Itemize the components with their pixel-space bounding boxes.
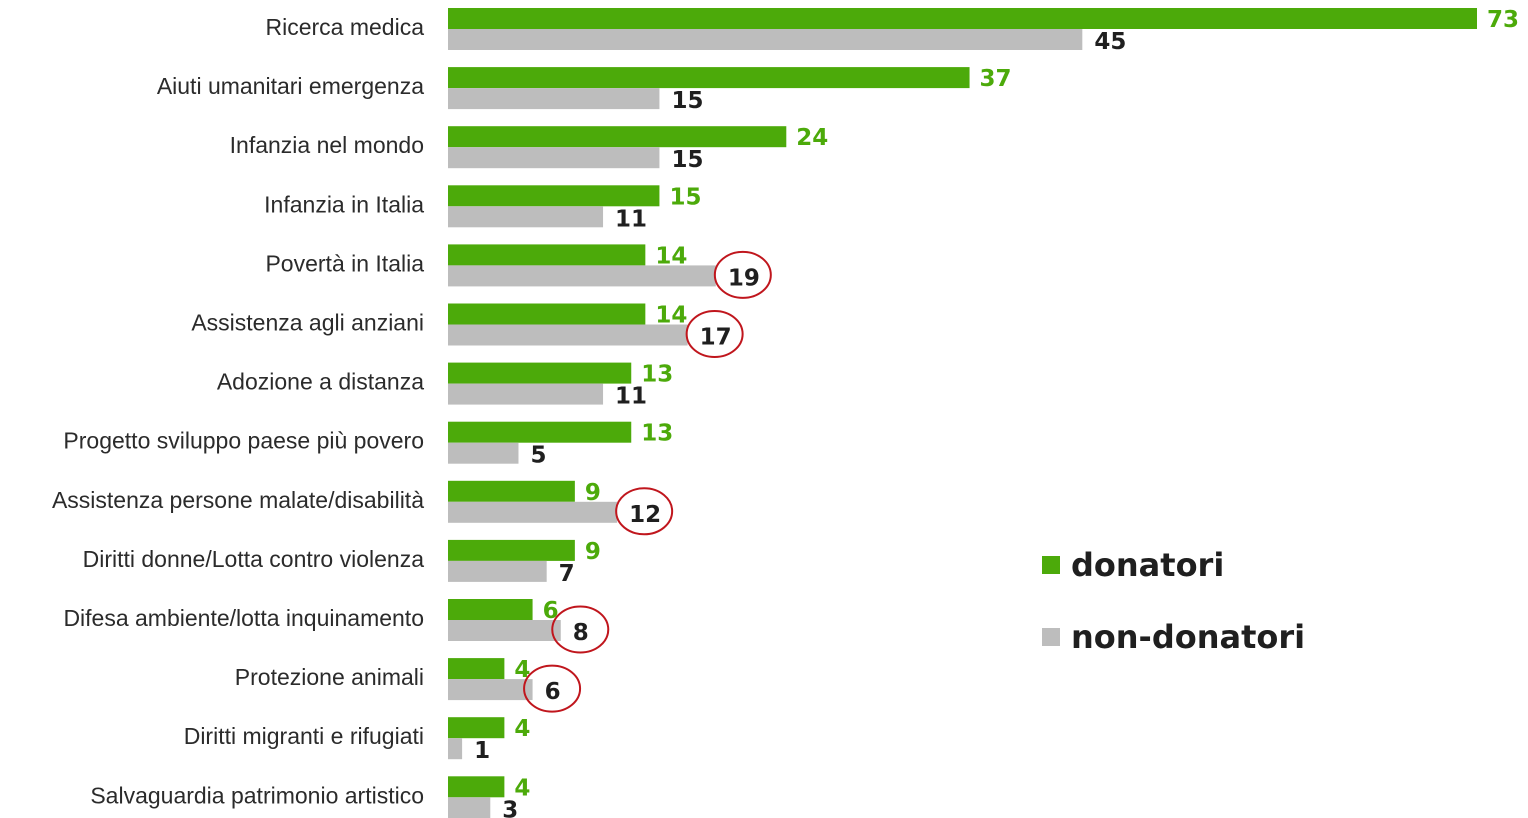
bar-non-donatori-ricerca-medica <box>448 29 1083 50</box>
bar-non-donatori-infanzia-in-italia <box>448 206 604 228</box>
value-label-non-donatori-assistenza-persone-malate-disabilita: 12 <box>629 502 661 528</box>
bar-donatori-ricerca-medica <box>448 8 1477 29</box>
value-label-donatori-adozione-a-distanza: 13 <box>641 362 673 388</box>
bar-non-donatori-progetto-sviluppo-paese-piu-povero <box>448 442 519 464</box>
highlight-circle-difesa-ambiente-lotta-inquinamento <box>551 605 610 654</box>
value-label-donatori-protezione-animali: 4 <box>514 657 530 683</box>
bar-non-donatori-assistenza-agli-anziani <box>448 324 688 346</box>
value-label-non-donatori-assistenza-agli-anziani: 17 <box>700 325 732 351</box>
value-label-donatori-diritti-migranti-e-rifugiati: 4 <box>514 716 530 742</box>
category-label-adozione-a-distanza: Adozione a distanza <box>217 369 424 395</box>
value-label-donatori-ricerca-medica: 73 <box>1487 7 1519 33</box>
category-label-protezione-animali: Protezione animali <box>235 664 424 690</box>
value-label-non-donatori-difesa-ambiente-lotta-inquinamento: 8 <box>573 620 589 646</box>
category-label-salvaguardia-patrimonio-artistico: Salvaguardia patrimonio artistico <box>90 782 424 808</box>
bar-non-donatori-diritti-donne-lotta-contro-violenza <box>448 560 547 582</box>
legend-label-non-donatori: non-donatori <box>1071 618 1306 656</box>
bar-donatori-infanzia-nel-mondo <box>448 126 787 148</box>
highlight-circle-assistenza-agli-anziani <box>685 310 744 358</box>
value-label-donatori-aiuti-umanitari-emergenza: 37 <box>980 66 1012 92</box>
bar-non-donatori-poverta-in-italia <box>448 265 716 287</box>
category-label-infanzia-nel-mondo: Infanzia nel mondo <box>230 132 424 158</box>
bar-donatori-poverta-in-italia <box>448 244 646 266</box>
bar-non-donatori-aiuti-umanitari-emergenza <box>448 88 660 110</box>
bar-donatori-diritti-donne-lotta-contro-violenza <box>448 539 575 561</box>
legend-swatch-donatori <box>1042 556 1060 574</box>
value-label-donatori-progetto-sviluppo-paese-piu-povero: 13 <box>641 421 673 447</box>
bar-non-donatori-assistenza-persone-malate-disabilita <box>448 501 618 523</box>
bar-donatori-protezione-animali <box>448 658 505 680</box>
value-label-non-donatori-ricerca-medica: 45 <box>1094 29 1126 55</box>
legend: donatori non-donatori <box>1042 540 1305 684</box>
category-label-poverta-in-italia: Povertà in Italia <box>265 250 424 276</box>
bar-donatori-difesa-ambiente-lotta-inquinamento <box>448 599 533 620</box>
value-label-donatori-diritti-donne-lotta-contro-violenza: 9 <box>585 539 601 565</box>
value-label-non-donatori-progetto-sviluppo-paese-piu-povero: 5 <box>530 443 546 469</box>
value-label-non-donatori-poverta-in-italia: 19 <box>728 265 760 291</box>
value-label-non-donatori-protezione-animali: 6 <box>545 679 561 705</box>
value-label-donatori-assistenza-agli-anziani: 14 <box>655 303 687 329</box>
category-label-difesa-ambiente-lotta-inquinamento: Difesa ambiente/lotta inquinamento <box>63 605 424 631</box>
bar-donatori-aiuti-umanitari-emergenza <box>448 67 970 89</box>
value-label-non-donatori-diritti-donne-lotta-contro-violenza: 7 <box>559 561 575 587</box>
value-label-donatori-difesa-ambiente-lotta-inquinamento: 6 <box>543 598 559 624</box>
bar-donatori-progetto-sviluppo-paese-piu-povero <box>448 421 632 443</box>
legend-item-donatori: donatori <box>1042 540 1305 590</box>
bar-donatori-adozione-a-distanza <box>448 362 632 384</box>
legend-swatch-non-donatori <box>1042 628 1060 646</box>
value-label-donatori-infanzia-in-italia: 15 <box>669 184 701 210</box>
highlight-circle-protezione-animali <box>523 664 582 713</box>
bar-donatori-assistenza-persone-malate-disabilita <box>448 480 575 502</box>
bar-non-donatori-protezione-animali <box>448 679 533 701</box>
value-label-non-donatori-diritti-migranti-e-rifugiati: 1 <box>474 738 490 764</box>
bar-non-donatori-difesa-ambiente-lotta-inquinamento <box>448 620 561 641</box>
value-label-donatori-assistenza-persone-malate-disabilita: 9 <box>585 480 601 506</box>
category-label-progetto-sviluppo-paese-piu-povero: Progetto sviluppo paese più povero <box>63 428 424 454</box>
category-label-diritti-migranti-e-rifugiati: Diritti migranti e rifugiati <box>184 723 424 749</box>
highlight-circle-assistenza-persone-malate-disabilita <box>615 487 674 536</box>
category-label-assistenza-agli-anziani: Assistenza agli anziani <box>191 310 424 336</box>
bar-donatori-infanzia-in-italia <box>448 185 660 207</box>
bar-donatori-diritti-migranti-e-rifugiati <box>448 717 505 739</box>
category-label-aiuti-umanitari-emergenza: Aiuti umanitari emergenza <box>157 73 424 99</box>
bar-non-donatori-infanzia-nel-mondo <box>448 147 660 169</box>
bar-non-donatori-salvaguardia-patrimonio-artistico <box>448 797 491 818</box>
bar-non-donatori-adozione-a-distanza <box>448 383 604 405</box>
bar-donatori-salvaguardia-patrimonio-artistico <box>448 776 505 798</box>
category-label-ricerca-medica: Ricerca medica <box>266 14 425 40</box>
value-label-donatori-salvaguardia-patrimonio-artistico: 4 <box>514 775 530 801</box>
bar-donatori-assistenza-agli-anziani <box>448 303 646 325</box>
category-label-assistenza-persone-malate-disabilita: Assistenza persone malate/disabilità <box>52 487 424 513</box>
highlight-circle-poverta-in-italia <box>713 250 772 299</box>
category-label-infanzia-in-italia: Infanzia in Italia <box>264 191 424 217</box>
value-label-non-donatori-aiuti-umanitari-emergenza: 15 <box>671 88 703 114</box>
value-label-non-donatori-salvaguardia-patrimonio-artistico: 3 <box>502 797 518 818</box>
value-label-donatori-infanzia-nel-mondo: 24 <box>796 125 828 151</box>
value-label-non-donatori-infanzia-nel-mondo: 15 <box>671 147 703 173</box>
legend-item-non-donatori: non-donatori <box>1042 612 1305 662</box>
bar-non-donatori-diritti-migranti-e-rifugiati <box>448 738 463 760</box>
legend-label-donatori: donatori <box>1071 546 1225 584</box>
value-label-donatori-poverta-in-italia: 14 <box>655 243 687 269</box>
value-label-non-donatori-adozione-a-distanza: 11 <box>615 384 647 410</box>
category-label-diritti-donne-lotta-contro-violenza: Diritti donne/Lotta contro violenza <box>83 546 425 572</box>
value-label-non-donatori-infanzia-in-italia: 11 <box>615 206 647 232</box>
